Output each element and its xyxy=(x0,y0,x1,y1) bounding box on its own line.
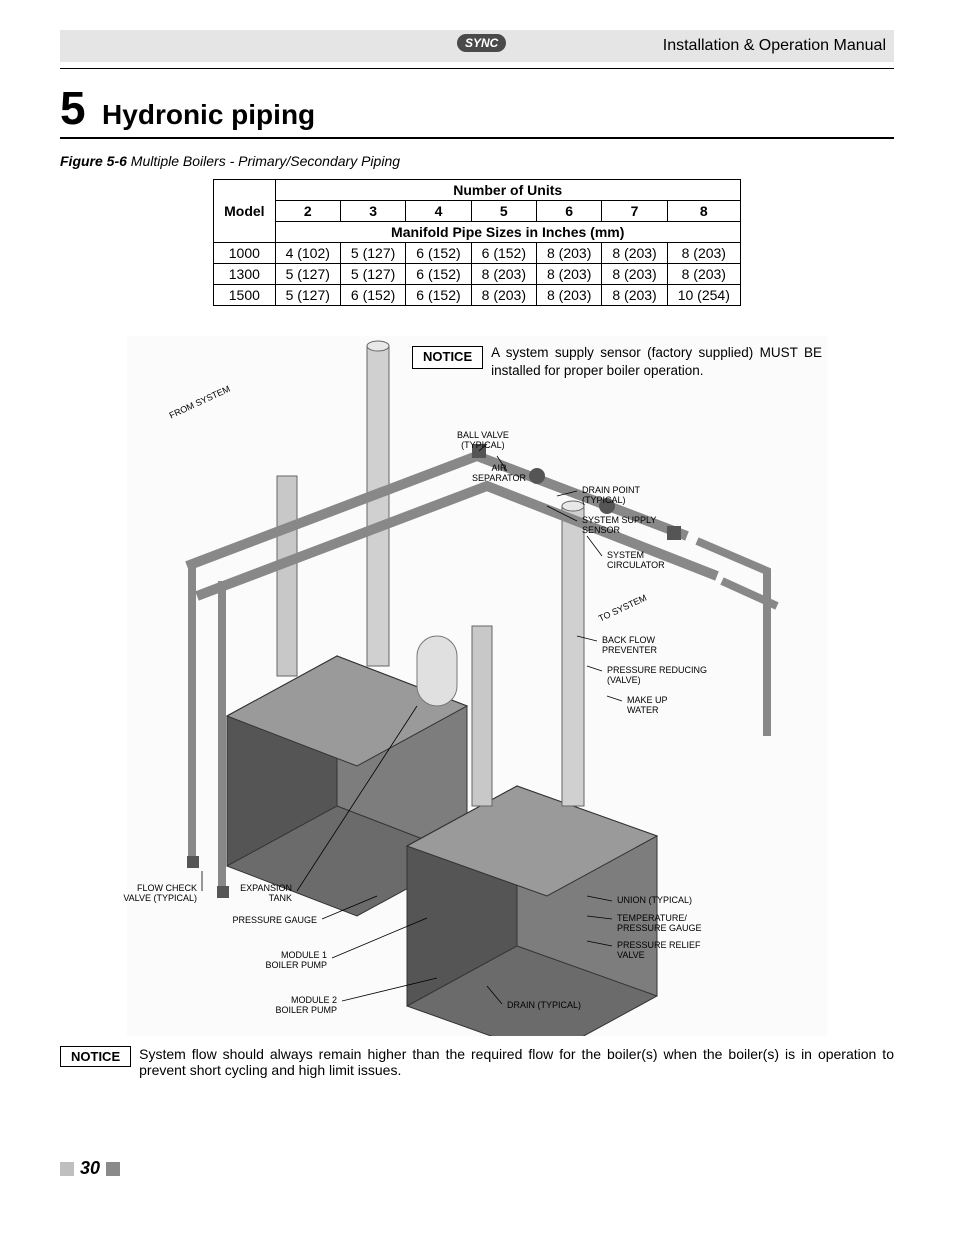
lbl-ball-valve: BALL VALVE(TYPICAL) xyxy=(457,431,509,451)
section-rule xyxy=(60,137,894,139)
pipe-size-table: Model Number of Units 2345678 Manifold P… xyxy=(213,179,741,306)
cell-size: 8 (203) xyxy=(471,285,536,306)
lbl-temp-pressure: TEMPERATURE/PRESSURE GAUGE xyxy=(617,914,702,934)
doc-header: SYNC Installation & Operation Manual xyxy=(60,30,894,62)
figure-caption: Figure 5-6 Multiple Boilers - Primary/Se… xyxy=(60,153,894,169)
cell-size: 10 (254) xyxy=(667,285,740,306)
cell-model: 1000 xyxy=(214,243,275,264)
pn-square-icon xyxy=(106,1162,120,1176)
cell-size: 6 (152) xyxy=(340,285,405,306)
section-title: Hydronic piping xyxy=(102,99,315,131)
cell-size: 6 (152) xyxy=(406,243,471,264)
lbl-pressure-reducing: PRESSURE REDUCING(VALVE) xyxy=(607,666,707,686)
cell-size: 8 (203) xyxy=(667,264,740,285)
logo-badge: SYNC xyxy=(457,34,506,52)
cell-size: 5 (127) xyxy=(340,264,405,285)
col-units: Number of Units xyxy=(275,180,740,201)
lbl-module2: MODULE 2BOILER PUMP xyxy=(247,996,337,1016)
piping-diagram: NOTICE A system supply sensor (factory s… xyxy=(127,336,827,1036)
table-row: 15005 (127)6 (152)6 (152)8 (203)8 (203)8… xyxy=(214,285,741,306)
page-number-block: 30 xyxy=(60,1158,894,1179)
cell-size: 8 (203) xyxy=(602,243,667,264)
notice-upper-text: A system supply sensor (factory supplied… xyxy=(491,345,822,378)
header-rule xyxy=(60,68,894,69)
doc-title: Installation & Operation Manual xyxy=(663,37,886,55)
lbl-drain: DRAIN (TYPICAL) xyxy=(507,1001,581,1011)
lbl-module1: MODULE 1BOILER PUMP xyxy=(237,951,327,971)
col-sizes: Manifold Pipe Sizes in Inches (mm) xyxy=(275,222,740,243)
lbl-expansion-tank: EXPANSIONTANK xyxy=(222,884,292,904)
cell-size: 8 (203) xyxy=(537,285,602,306)
cell-size: 8 (203) xyxy=(602,264,667,285)
col-unit: 3 xyxy=(340,201,405,222)
figure-label: Figure 5-6 xyxy=(60,153,127,169)
cell-size: 6 (152) xyxy=(406,264,471,285)
notice-lower-text: System flow should always remain higher … xyxy=(139,1046,894,1078)
lbl-pressure-relief: PRESSURE RELIEFVALVE xyxy=(617,941,701,961)
lbl-make-up-water: MAKE UPWATER xyxy=(627,696,668,716)
notice-lower: NOTICE System flow should always remain … xyxy=(60,1046,894,1078)
cell-size: 6 (152) xyxy=(471,243,536,264)
lbl-pressure-gauge: PRESSURE GAUGE xyxy=(207,916,317,926)
cell-size: 5 (127) xyxy=(275,285,340,306)
cell-size: 5 (127) xyxy=(275,264,340,285)
lbl-union: UNION (TYPICAL) xyxy=(617,896,692,906)
cell-size: 8 (203) xyxy=(667,243,740,264)
lbl-flow-check: FLOW CHECKVALVE (TYPICAL) xyxy=(117,884,197,904)
cell-size: 8 (203) xyxy=(537,264,602,285)
section-heading: 5 Hydronic piping xyxy=(60,81,894,135)
lbl-system-supply-sensor: SYSTEM SUPPLYSENSOR xyxy=(582,516,656,536)
col-model: Model xyxy=(214,180,275,243)
lbl-system-circulator: SYSTEMCIRCULATOR xyxy=(607,551,665,571)
table-row: 13005 (127)5 (127)6 (152)8 (203)8 (203)8… xyxy=(214,264,741,285)
col-unit: 7 xyxy=(602,201,667,222)
col-unit: 6 xyxy=(537,201,602,222)
col-unit: 4 xyxy=(406,201,471,222)
lbl-back-flow: BACK FLOWPREVENTER xyxy=(602,636,657,656)
cell-size: 4 (102) xyxy=(275,243,340,264)
cell-size: 5 (127) xyxy=(340,243,405,264)
page-number: 30 xyxy=(80,1158,100,1179)
notice-upper: NOTICE A system supply sensor (factory s… xyxy=(412,344,822,379)
col-unit: 8 xyxy=(667,201,740,222)
col-unit: 2 xyxy=(275,201,340,222)
cell-size: 8 (203) xyxy=(602,285,667,306)
cell-model: 1500 xyxy=(214,285,275,306)
lbl-air-separator: AIRSEPARATOR xyxy=(472,464,526,484)
lbl-drain-point: DRAIN POINT(TYPICAL) xyxy=(582,486,640,506)
section-number: 5 xyxy=(60,81,86,135)
table-row: 10004 (102)5 (127)6 (152)6 (152)8 (203)8… xyxy=(214,243,741,264)
notice-label-lower: NOTICE xyxy=(60,1046,131,1067)
cell-size: 8 (203) xyxy=(537,243,602,264)
col-unit: 5 xyxy=(471,201,536,222)
cell-model: 1300 xyxy=(214,264,275,285)
figure-text: Multiple Boilers - Primary/Secondary Pip… xyxy=(131,153,400,169)
pn-square-icon xyxy=(60,1162,74,1176)
cell-size: 8 (203) xyxy=(471,264,536,285)
cell-size: 6 (152) xyxy=(406,285,471,306)
notice-label-upper: NOTICE xyxy=(412,346,483,369)
